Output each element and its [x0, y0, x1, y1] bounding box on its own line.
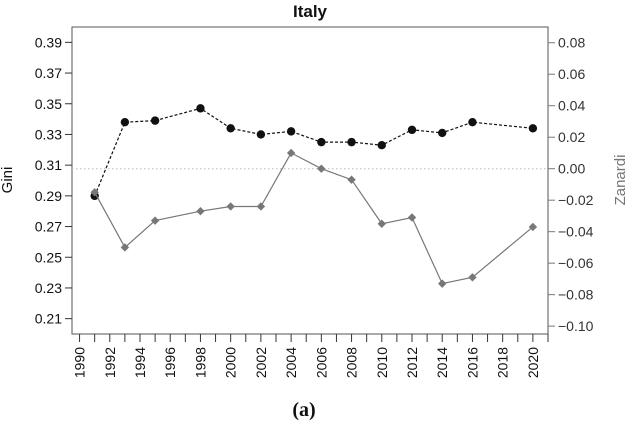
- y-tick-label: 0.35: [35, 96, 62, 112]
- series-2-point: [438, 279, 447, 288]
- series-2-point: [286, 148, 296, 158]
- y-tick-label: 0.27: [35, 219, 62, 235]
- figure-caption: (a): [292, 399, 315, 421]
- series-2-point: [407, 213, 417, 222]
- y-tick-label: 0.29: [35, 188, 62, 204]
- y-tick-label: 0.21: [35, 311, 62, 327]
- series-1-point: [286, 127, 296, 136]
- x-tick-label: 2002: [253, 347, 269, 378]
- y2-tick-label: 0.06: [558, 66, 585, 82]
- series-1-point: [317, 137, 326, 147]
- series-2-line: [94, 152, 534, 285]
- series-2-point: [377, 219, 386, 228]
- x-tick-label: 2018: [495, 347, 511, 378]
- y-axis-right: 0.08 0.06 0.04 0.02 0.00 −0.02 −0.04 −0.06 −0.08…: [548, 35, 594, 334]
- series-2-point: [468, 273, 477, 282]
- x-tick-label: 1992: [102, 347, 118, 378]
- y2-tick-label: −0.08: [558, 287, 594, 303]
- y2-tick-label: −0.02: [558, 192, 594, 208]
- series-2-point: [120, 243, 130, 252]
- x-tick-label: 2016: [464, 347, 480, 378]
- x-tick-label: 2010: [374, 347, 390, 378]
- y-tick-label: 0.23: [35, 280, 62, 296]
- y2-tick-label: 0.04: [558, 98, 585, 114]
- y-tick-label: 0.31: [35, 157, 62, 173]
- series-2-point: [196, 207, 205, 216]
- series-2-point: [347, 175, 356, 184]
- x-tick-label: 1996: [162, 347, 178, 378]
- series-1-point: [377, 140, 386, 150]
- y-tick-label: 0.39: [35, 34, 62, 50]
- series-2-point: [150, 216, 160, 225]
- x-tick-label: 2014: [434, 347, 450, 378]
- x-tick-label: 1990: [72, 347, 88, 378]
- series-2-point: [256, 202, 266, 211]
- series-1-point: [407, 125, 417, 135]
- x-tick-label: 2008: [344, 347, 360, 378]
- y2-tick-label: 0.08: [558, 35, 585, 51]
- y-tick-label: 0.33: [35, 126, 62, 142]
- series-1-point: [226, 124, 235, 133]
- chart-title: Italy: [293, 2, 328, 21]
- y2-tick-label: 0.02: [558, 129, 585, 145]
- series-2-point: [317, 164, 326, 173]
- series-1-point: [468, 117, 477, 127]
- y2-tick-label: −0.04: [558, 224, 594, 240]
- x-tick-label: 2006: [313, 347, 329, 378]
- y2-axis-label: Zanardi: [612, 155, 629, 206]
- series-2-point: [528, 222, 538, 232]
- x-tick-label: 1994: [132, 347, 148, 378]
- series-1-point: [196, 104, 205, 113]
- series-1-point: [528, 124, 538, 133]
- y-axis-left: 0.21 0.23 0.25 0.27 0.29 0.31 0.33 0.35 0.37 0.39: [35, 34, 72, 327]
- series-1-point: [120, 117, 130, 127]
- series-layer: [90, 104, 538, 288]
- x-tick-label: 1998: [192, 347, 208, 378]
- series-1-point: [438, 128, 447, 138]
- y2-tick-label: −0.06: [558, 255, 594, 271]
- y-axis-label: Gini: [0, 167, 16, 194]
- series-2-point: [90, 188, 99, 197]
- series-1-point: [256, 130, 266, 139]
- series-1-point: [347, 137, 356, 147]
- plot-frame: [71, 26, 549, 335]
- x-tick-label: 2004: [283, 347, 299, 378]
- series-1-line: [94, 107, 533, 197]
- x-tick-label: 2012: [404, 347, 420, 378]
- series-2-point: [226, 202, 235, 211]
- x-tick-label: 2000: [223, 347, 239, 378]
- y-tick-label: 0.37: [35, 65, 62, 81]
- x-axis: 1990 1992 1994 1996 1998 2000 2002 2004 2006 2008…: [72, 334, 549, 378]
- y-tick-label: 0.25: [35, 249, 62, 265]
- y2-tick-label: −0.10: [558, 318, 594, 334]
- x-tick-label: 2020: [525, 347, 541, 378]
- series-1-point: [150, 116, 160, 125]
- y2-tick-label: 0.00: [558, 161, 585, 177]
